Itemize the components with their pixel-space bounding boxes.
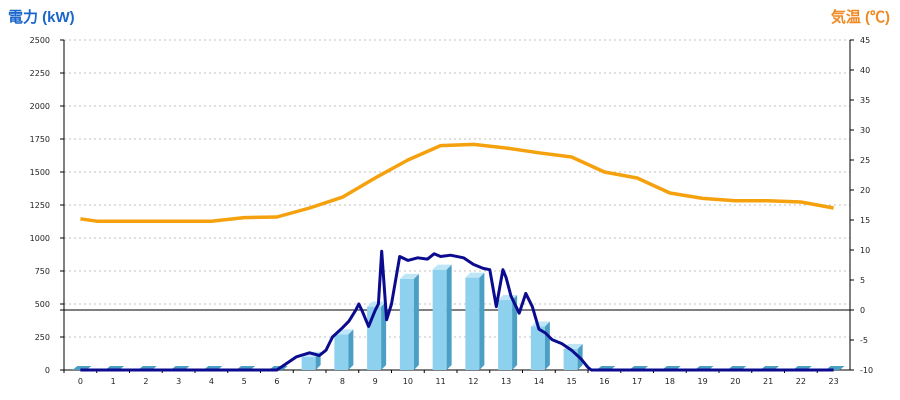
x-axis-tick-label: 18 (665, 377, 675, 386)
x-axis-tick-label: 10 (403, 377, 413, 386)
left-axis-tick-label: 2250 (30, 69, 50, 78)
right-axis-tick-label: 5 (860, 276, 865, 285)
x-axis-tick-label: 0 (78, 377, 83, 386)
x-axis-tick-label: 7 (307, 377, 312, 386)
power-bar (399, 278, 414, 370)
right-axis-tick-label: 35 (860, 96, 870, 105)
power-bar (432, 269, 447, 370)
right-axis-tick-label: 25 (860, 156, 870, 165)
left-axis-tick-label: 1750 (30, 135, 50, 144)
power-bar-side (446, 264, 452, 370)
left-axis-tick-label: 500 (35, 300, 50, 309)
x-axis-tick-label: 23 (829, 377, 839, 386)
left-axis-tick-label: 0 (45, 366, 50, 375)
right-axis-tick-label: 40 (860, 66, 870, 75)
x-axis-tick-label: 2 (143, 377, 148, 386)
power-bar-side (479, 272, 485, 370)
x-axis-tick-label: 3 (176, 377, 181, 386)
power-bar-side (348, 329, 354, 370)
power-bar (334, 334, 349, 370)
x-axis-tick-label: 12 (468, 377, 478, 386)
left-axis-tick-label: 2000 (30, 102, 50, 111)
x-axis-tick-label: 1 (111, 377, 116, 386)
power-bar-side (544, 321, 550, 370)
x-axis-tick-label: 15 (567, 377, 577, 386)
x-axis-tick-label: 17 (632, 377, 642, 386)
x-axis-tick-label: 14 (534, 377, 544, 386)
power-bar (465, 277, 480, 370)
left-axis-tick-label: 2500 (30, 36, 50, 45)
left-axis-tick-label: 250 (35, 333, 50, 342)
power-line (80, 249, 834, 372)
right-axis-tick-label: -10 (860, 366, 873, 375)
x-axis-tick-label: 6 (274, 377, 279, 386)
x-axis-tick-label: 16 (599, 377, 609, 386)
left-axis-tick-label: 750 (35, 267, 50, 276)
right-axis-tick-label: 0 (860, 306, 865, 315)
right-axis-tick-label: 30 (860, 126, 870, 135)
right-axis-tick-label: 15 (860, 216, 870, 225)
right-axis-tick-label: 10 (860, 246, 870, 255)
power-bar-side (381, 301, 387, 370)
power-bar (498, 300, 513, 370)
power-bar-side (512, 295, 518, 370)
left-axis-tick-label: 1000 (30, 234, 50, 243)
x-axis-tick-label: 8 (340, 377, 345, 386)
x-axis-tick-label: 5 (242, 377, 247, 386)
x-axis-tick-label: 22 (796, 377, 806, 386)
x-axis-tick-label: 9 (373, 377, 378, 386)
power-bar (301, 356, 316, 370)
x-axis-tick-label: 11 (436, 377, 446, 386)
temperature-line (80, 142, 834, 223)
x-axis-tick-label: 20 (730, 377, 740, 386)
power-bar-top (432, 264, 452, 270)
x-axis-tick-label: 4 (209, 377, 214, 386)
right-axis-tick-label: 20 (860, 186, 870, 195)
left-axis-title: 電力 (kW) (8, 9, 75, 26)
x-axis-tick-label: 19 (698, 377, 708, 386)
right-axis-tick-label: -5 (860, 336, 868, 345)
power-bar-top (367, 301, 387, 307)
x-axis-tick-label: 21 (763, 377, 773, 386)
left-axis-tick-label: 1250 (30, 201, 50, 210)
left-axis-tick-label: 1500 (30, 168, 50, 177)
power-bar (530, 326, 545, 370)
power-bar-side (413, 273, 419, 370)
power-bar-top (399, 273, 419, 279)
right-axis-title: 気温 (℃) (830, 9, 890, 26)
right-axis-tick-label: 45 (860, 36, 870, 45)
power-bar-top (465, 272, 485, 278)
x-axis-tick-label: 13 (501, 377, 511, 386)
